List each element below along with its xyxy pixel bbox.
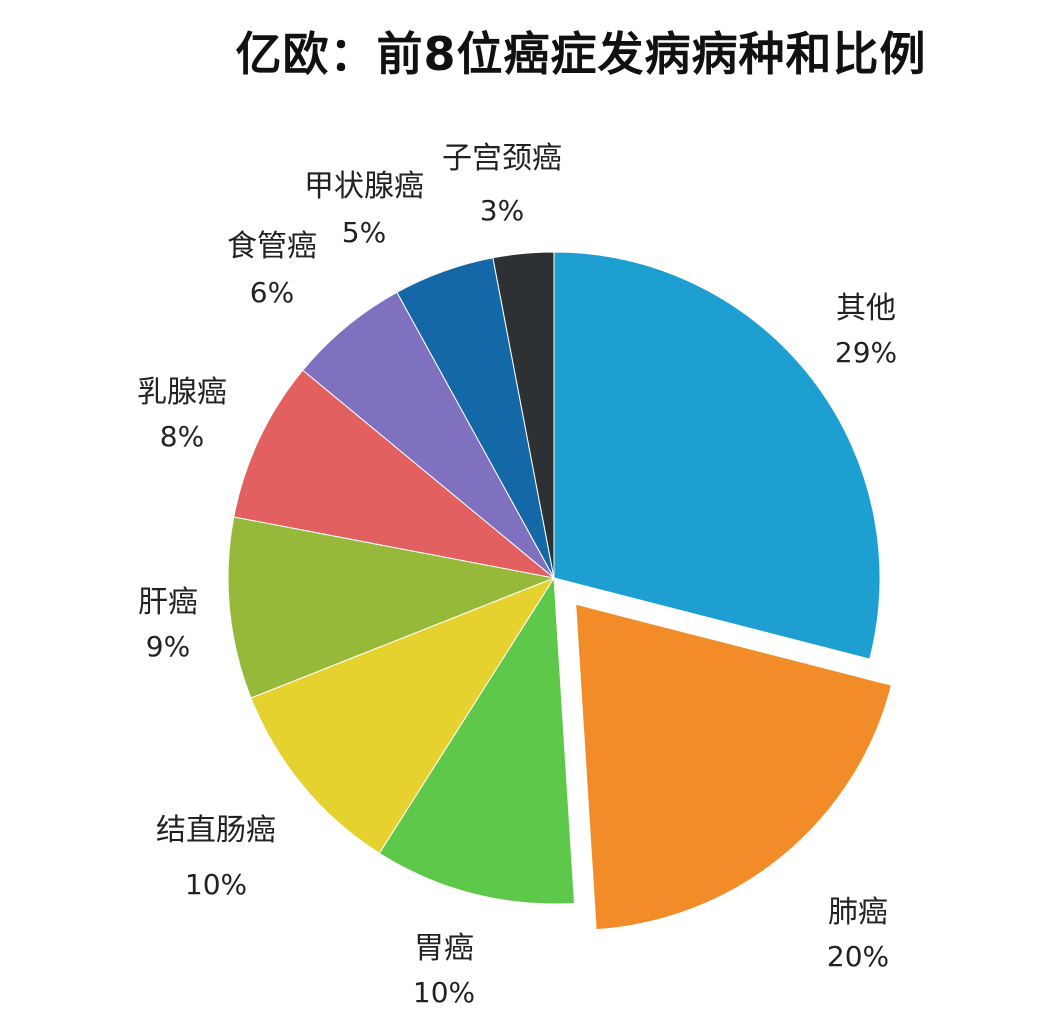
chart-title: 亿欧：前8位癌症发病病种和比例 xyxy=(235,27,927,81)
slice-label-1: 其他 xyxy=(836,291,896,326)
pie-slice-3 xyxy=(378,576,576,905)
slice-label-8: 甲状腺癌 xyxy=(304,169,424,204)
pie-slice-5 xyxy=(227,516,556,699)
slice-percent-4: 10% xyxy=(185,868,247,901)
pie-slice-6 xyxy=(233,369,555,579)
slice-percent-2: 20% xyxy=(827,940,889,973)
pie-slice-7 xyxy=(302,291,555,579)
pie-labels: 其他 29% 肺癌 20% 胃癌 10% 结直肠癌 10% 肝癌 9% 乳腺癌 8% 食管癌 6% 甲状腺癌… xyxy=(137,141,897,1009)
slice-label-5: 肝癌 xyxy=(138,585,198,620)
pie-slice-2 xyxy=(575,603,893,931)
slice-label-7: 食管癌 xyxy=(227,229,317,264)
slice-label-2: 肺癌 xyxy=(828,895,888,930)
pie-slices xyxy=(227,251,893,931)
slice-percent-7: 6% xyxy=(250,276,294,309)
slice-percent-6: 8% xyxy=(160,420,204,453)
pie-slice-4 xyxy=(250,576,556,854)
slice-percent-3: 10% xyxy=(413,976,475,1009)
pie-slice-9 xyxy=(492,251,555,579)
slice-percent-5: 9% xyxy=(146,630,190,663)
slice-label-9: 子宫颈癌 xyxy=(442,141,562,176)
slice-label-4: 结直肠癌 xyxy=(156,813,276,848)
slice-label-3: 胃癌 xyxy=(414,931,474,966)
slice-percent-8: 5% xyxy=(342,216,386,249)
slice-label-6: 乳腺癌 xyxy=(137,375,227,410)
slice-percent-1: 29% xyxy=(835,336,897,369)
pie-slice-1 xyxy=(553,251,881,660)
slice-percent-9: 3% xyxy=(480,194,524,227)
